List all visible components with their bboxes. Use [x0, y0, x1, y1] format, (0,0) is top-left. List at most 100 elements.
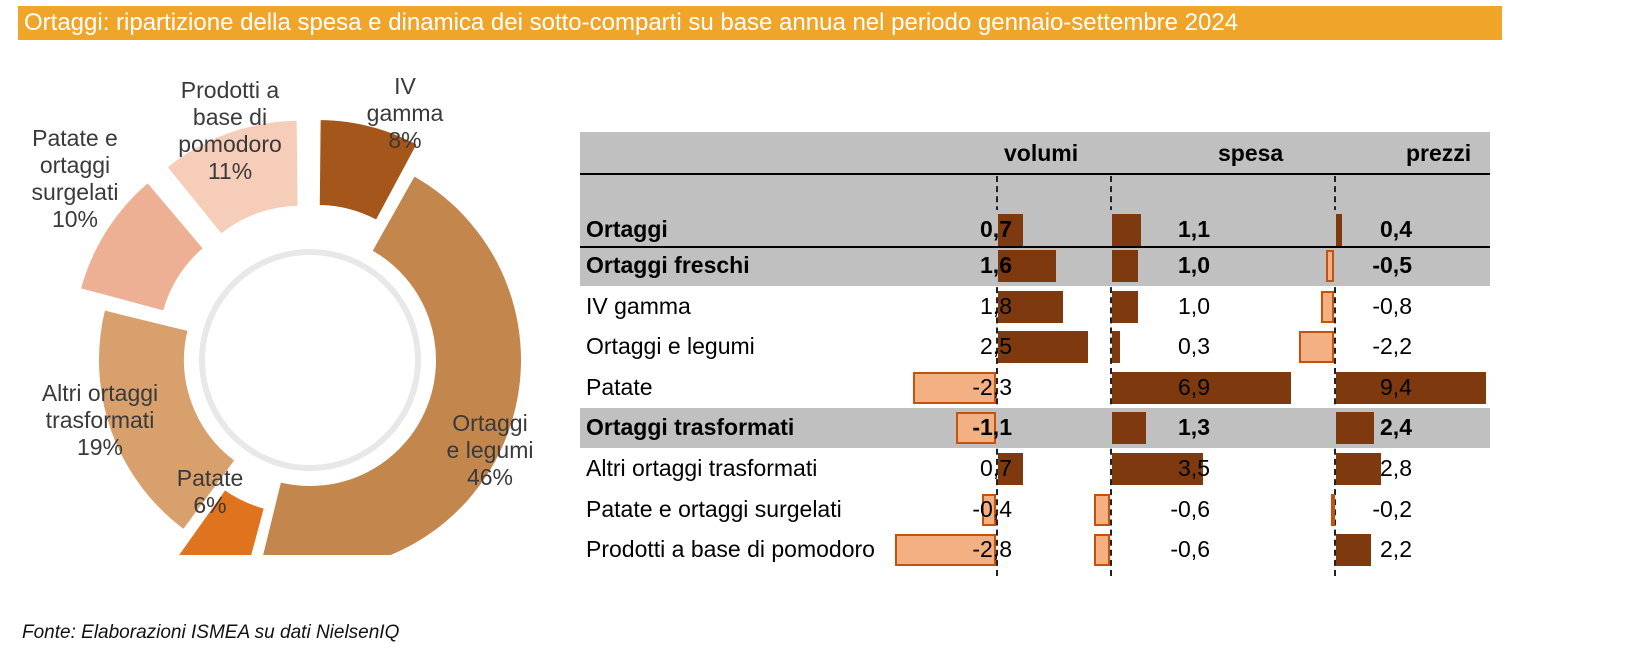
- bar-spesa: [1112, 214, 1141, 246]
- value-prezzi: -0,8: [1372, 292, 1412, 319]
- bar-prezzi: [1336, 214, 1343, 246]
- zero-line-prezzi: [1334, 176, 1336, 576]
- donut-slice-altri-ortaggi-trasformati: [97, 308, 237, 532]
- donut-label-name: Ortaggi e legumi: [446, 410, 534, 463]
- donut-slice-prodotti-a-base-di-pomodoro: [165, 118, 300, 237]
- donut-label-pct: 46%: [466, 464, 514, 490]
- donut-slice-iv-gamma: [317, 117, 419, 223]
- donut-label: Patate e ortaggi surgelati 10%: [32, 125, 119, 233]
- value-spesa: -0,6: [1170, 536, 1210, 563]
- row-label: Ortaggi trasformati: [586, 414, 795, 441]
- table-row: Patate -2,3 6,9 9,4: [580, 368, 1490, 408]
- chart-title: Ortaggi: ripartizione della spesa e dina…: [24, 9, 1239, 36]
- value-prezzi: 2,4: [1380, 414, 1412, 441]
- table-row: IV gamma 1,8 1,0 -0,8: [580, 287, 1490, 327]
- value-volumi: 0,7: [980, 455, 1012, 481]
- value-prezzi: 2,8: [1380, 455, 1412, 481]
- table-header-row: volumi spesa prezzi: [580, 132, 1490, 174]
- donut-label-pct: 10%: [51, 206, 99, 232]
- donut-label-name: IV gamma: [366, 73, 444, 126]
- donut-label: IV gamma 8%: [367, 73, 444, 154]
- value-spesa: -0,6: [1170, 495, 1210, 522]
- row-separator: [580, 246, 1490, 248]
- table-row: Ortaggi freschi 1,6 1,0 -0,5: [580, 246, 1490, 286]
- value-volumi: -1,1: [972, 414, 1012, 441]
- bar-spesa: [1094, 493, 1110, 526]
- donut-svg: [78, 117, 523, 555]
- zero-line-spesa: [1110, 176, 1112, 576]
- bar-spesa: [1112, 412, 1146, 445]
- table-row: Patate e ortaggi surgelati -0,4 -0,6 -0,2: [580, 490, 1490, 530]
- value-spesa: 3,5: [1178, 455, 1210, 481]
- value-prezzi: -2,2: [1372, 333, 1412, 360]
- value-spesa: 1,0: [1178, 252, 1210, 278]
- donut-label-name: Patate e ortaggi surgelati: [31, 125, 119, 205]
- value-volumi: 1,6: [980, 252, 1012, 278]
- row-label: Patate: [586, 373, 653, 400]
- bar-spesa: [1094, 534, 1110, 567]
- table-row: Ortaggi trasformati -1,1 1,3 2,4: [580, 408, 1490, 449]
- bar-volumi: [998, 331, 1088, 364]
- donut-slice-ortaggi-e-legumi: [261, 173, 523, 555]
- bar-prezzi: [1336, 371, 1487, 404]
- row-label: Ortaggi: [586, 216, 668, 242]
- bar-volumi: [998, 290, 1063, 323]
- bar-volumi: [956, 412, 996, 445]
- value-spesa: 1,1: [1178, 216, 1210, 242]
- table-row: Prodotti a base di pomodoro -2,8 -0,6 2,2: [580, 530, 1490, 570]
- title-bar: Ortaggi: ripartizione della spesa e dina…: [18, 6, 1502, 40]
- donut-label-name: Patate: [176, 465, 244, 491]
- bar-volumi: [998, 453, 1024, 485]
- col-header-volumi: volumi: [1004, 140, 1079, 166]
- value-prezzi: 0,4: [1380, 216, 1412, 242]
- bar-volumi: [998, 214, 1024, 246]
- donut-label-pct: 6%: [193, 492, 227, 518]
- donut-label: Ortaggi e legumi 46%: [447, 410, 534, 491]
- row-label: Ortaggi e legumi: [586, 333, 755, 360]
- value-volumi: -2,8: [972, 536, 1012, 563]
- value-volumi: 2,5: [980, 333, 1012, 360]
- source-note: Fonte: Elaborazioni ISMEA su dati Nielse…: [22, 622, 400, 643]
- bar-spesa: [1112, 250, 1138, 282]
- row-label: IV gamma: [586, 292, 691, 319]
- bar-prezzi: [1298, 331, 1334, 364]
- donut-label-name: Altri ortaggi trasformati: [41, 380, 159, 433]
- donut-label: Patate 6%: [177, 465, 244, 519]
- row-label: Patate e ortaggi surgelati: [586, 495, 842, 522]
- bar-volumi: [913, 371, 996, 404]
- row-label: Ortaggi freschi: [586, 252, 750, 278]
- donut-label-pct: 11%: [207, 158, 253, 184]
- bar-prezzi: [1321, 290, 1334, 323]
- value-volumi: 0,7: [980, 216, 1012, 242]
- value-prezzi: 2,2: [1380, 536, 1412, 563]
- value-volumi: -2,3: [972, 373, 1012, 400]
- row-label: Prodotti a base di pomodoro: [586, 536, 875, 563]
- value-volumi: -0,4: [972, 495, 1012, 522]
- value-prezzi: 9,4: [1380, 373, 1412, 400]
- bar-spesa: [1112, 290, 1138, 323]
- donut-label-pct: 19%: [76, 434, 124, 460]
- row-label: Altri ortaggi trasformati: [586, 455, 818, 481]
- bar-prezzi: [1336, 534, 1372, 567]
- donut-slice-patate-e-ortaggi-surgelati: [78, 180, 206, 313]
- value-prezzi: -0,2: [1372, 495, 1412, 522]
- bar-volumi: [895, 534, 996, 567]
- value-spesa: 1,0: [1178, 292, 1210, 319]
- col-header-prezzi: prezzi: [1406, 140, 1472, 166]
- change-table: volumi spesa prezzi Ortaggi 0,7 1,1 0,4 Orta…: [580, 132, 1490, 580]
- donut-label-name: Prodotti a base di pomodoro: [178, 77, 282, 157]
- bar-volumi: [981, 493, 996, 526]
- value-volumi: 1,8: [980, 292, 1012, 319]
- bar-spesa: [1112, 371, 1292, 404]
- header-separator: [580, 173, 1490, 175]
- zero-line-volumi: [996, 176, 998, 576]
- donut-label: Prodotti a base di pomodoro 11%: [178, 77, 282, 185]
- bar-prezzi: [1336, 453, 1381, 485]
- bar-prezzi: [1326, 250, 1334, 282]
- donut-label: Altri ortaggi trasformati 19%: [42, 380, 158, 461]
- watermark-icon: [199, 249, 421, 471]
- donut-slice-patate: [176, 487, 267, 555]
- value-spesa: 6,9: [1178, 373, 1210, 400]
- col-header-spesa: spesa: [1218, 140, 1284, 166]
- donut-chart: IV gamma 8% Ortaggi e legumi 46% Patate 6% Alt…: [20, 55, 580, 555]
